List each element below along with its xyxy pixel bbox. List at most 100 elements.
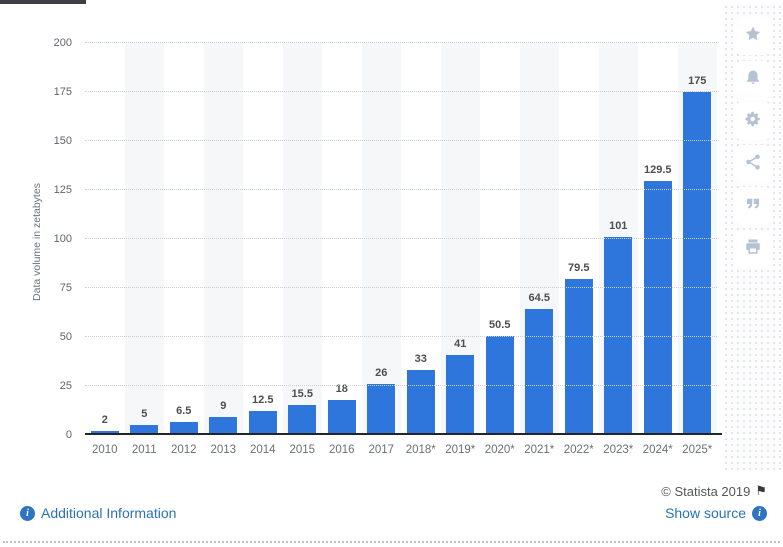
y-tick-label: 100	[53, 233, 72, 245]
bar-value-label: 18	[335, 382, 348, 395]
y-tick-label: 125	[53, 184, 72, 196]
favorite-star-button[interactable]	[734, 17, 772, 55]
x-axis-label: 2023*	[603, 444, 634, 456]
copyright-notice: © Statista 2019 ⚑	[661, 483, 767, 499]
chart-column: 41	[440, 43, 480, 435]
bar-value-label: 50.5	[489, 319, 511, 332]
bar-2023[interactable]	[604, 237, 633, 435]
y-tick-label: 200	[53, 37, 72, 49]
bar-2013[interactable]	[209, 417, 238, 435]
y-tick-label: 50	[59, 331, 72, 343]
x-axis-label: 2011	[131, 444, 157, 456]
x-axis-label: 2014	[249, 444, 276, 456]
chart-column: 101	[598, 43, 638, 435]
bar-value-label: 5	[141, 408, 148, 421]
copyright-text: © Statista 2019	[661, 483, 751, 499]
bar-value-label: 9	[220, 400, 227, 413]
bar-value-label: 64.5	[528, 291, 550, 304]
alert-bell-button[interactable]	[734, 61, 772, 99]
share-icon	[744, 153, 762, 176]
bar-2022[interactable]	[564, 279, 593, 435]
x-axis-label: 2018*	[405, 444, 436, 456]
x-axis-label: 2017	[368, 444, 395, 456]
chart-column: 15.5	[282, 43, 322, 435]
bar-2021[interactable]	[525, 308, 554, 435]
x-axis-label: 2015	[289, 444, 316, 456]
bar-value-label: 41	[454, 337, 467, 350]
show-source-label: Show source	[665, 505, 746, 521]
bar-value-label: 26	[375, 367, 388, 380]
quote-icon	[744, 195, 762, 218]
bar-2017[interactable]	[367, 384, 396, 435]
bar-value-label: 175	[688, 75, 707, 87]
plot-area: 2 5 6.5 9 12.5 15.5 18 26 33 41 50.5 64.5 79.5 101 129…	[85, 42, 717, 435]
y-tick-label: 0	[65, 429, 72, 441]
x-axis-label: 2019*	[445, 444, 476, 456]
top-edge-artifact	[0, 0, 86, 4]
info-icon: i	[20, 505, 35, 521]
bar-2019[interactable]	[446, 354, 475, 435]
x-axis-label: 2012	[170, 444, 197, 456]
bar-2012[interactable]	[169, 422, 198, 435]
bar-value-label: 2	[101, 414, 108, 427]
bottom-separator	[3, 541, 780, 543]
bar-2020[interactable]	[485, 336, 514, 435]
printer-icon	[744, 238, 762, 261]
info-icon: i	[752, 505, 767, 521]
y-tick-label: 150	[53, 135, 72, 147]
y-axis-tick-labels: 0 25 50 75 100 125 150 175 200	[38, 37, 72, 441]
bar-value-label: 101	[609, 220, 628, 233]
x-axis-label: 2013	[210, 444, 237, 456]
chart-column: 33	[401, 43, 441, 435]
y-tick-label: 75	[59, 282, 72, 294]
print-button[interactable]	[734, 230, 772, 268]
toolbar-sidebar	[723, 4, 783, 470]
share-button[interactable]	[734, 145, 772, 183]
x-axis-label: 2020*	[484, 444, 515, 456]
bar-columns: 2 5 6.5 9 12.5 15.5 18 26 33 41 50.5 64.5 79.5 101 129…	[85, 43, 717, 435]
bar-2015[interactable]	[288, 404, 317, 435]
chart-column: 12.5	[243, 43, 283, 435]
additional-information-link[interactable]: i Additional Information	[20, 505, 176, 521]
flag-icon: ⚑	[755, 483, 767, 498]
y-tick-label: 175	[53, 86, 72, 98]
chart-column: 64.5	[519, 43, 559, 435]
gear-icon	[744, 110, 762, 133]
bar-value-label: 79.5	[568, 262, 590, 275]
x-axis-label: 2022*	[563, 444, 594, 456]
x-axis-labels: 2010 2011 2012 2013 2014 2015 2016 2017 2018* 201…	[85, 444, 717, 456]
bell-icon	[744, 69, 762, 92]
chart-column: 9	[203, 43, 243, 435]
bar-2011[interactable]	[130, 425, 159, 435]
bar-value-label: 12.5	[252, 393, 274, 406]
x-axis-line	[85, 433, 722, 435]
chart-column: 18	[322, 43, 362, 435]
x-axis-label: 2025*	[682, 444, 713, 456]
bar-2025[interactable]	[683, 92, 712, 435]
settings-gear-button[interactable]	[734, 102, 772, 140]
bar-value-label: 129.5	[643, 164, 672, 177]
x-axis-label: 2016	[328, 444, 355, 456]
bar-2018[interactable]	[406, 370, 435, 435]
chart-column: 6.5	[164, 43, 204, 435]
chart-column: 2	[85, 43, 125, 435]
x-axis-label: 2024*	[642, 444, 673, 456]
x-axis-label: 2021*	[524, 444, 555, 456]
chart-column: 175	[677, 43, 717, 435]
x-axis-label: 2010	[91, 444, 118, 456]
bar-value-label: 15.5	[291, 387, 313, 400]
bar-value-label: 33	[414, 353, 427, 366]
bar-2016[interactable]	[327, 399, 356, 435]
chart-column: 26	[361, 43, 401, 435]
bar-value-label: 6.5	[176, 405, 192, 418]
show-source-link[interactable]: Show source i	[665, 505, 767, 521]
additional-information-label: Additional Information	[41, 505, 177, 521]
chart-column: 129.5	[638, 43, 678, 435]
bar-2024[interactable]	[643, 181, 672, 435]
bar-2014[interactable]	[248, 410, 277, 435]
y-tick-label: 25	[59, 380, 72, 392]
star-icon	[744, 25, 762, 48]
citation-quote-button[interactable]	[734, 187, 772, 225]
chart-column: 50.5	[480, 43, 520, 435]
